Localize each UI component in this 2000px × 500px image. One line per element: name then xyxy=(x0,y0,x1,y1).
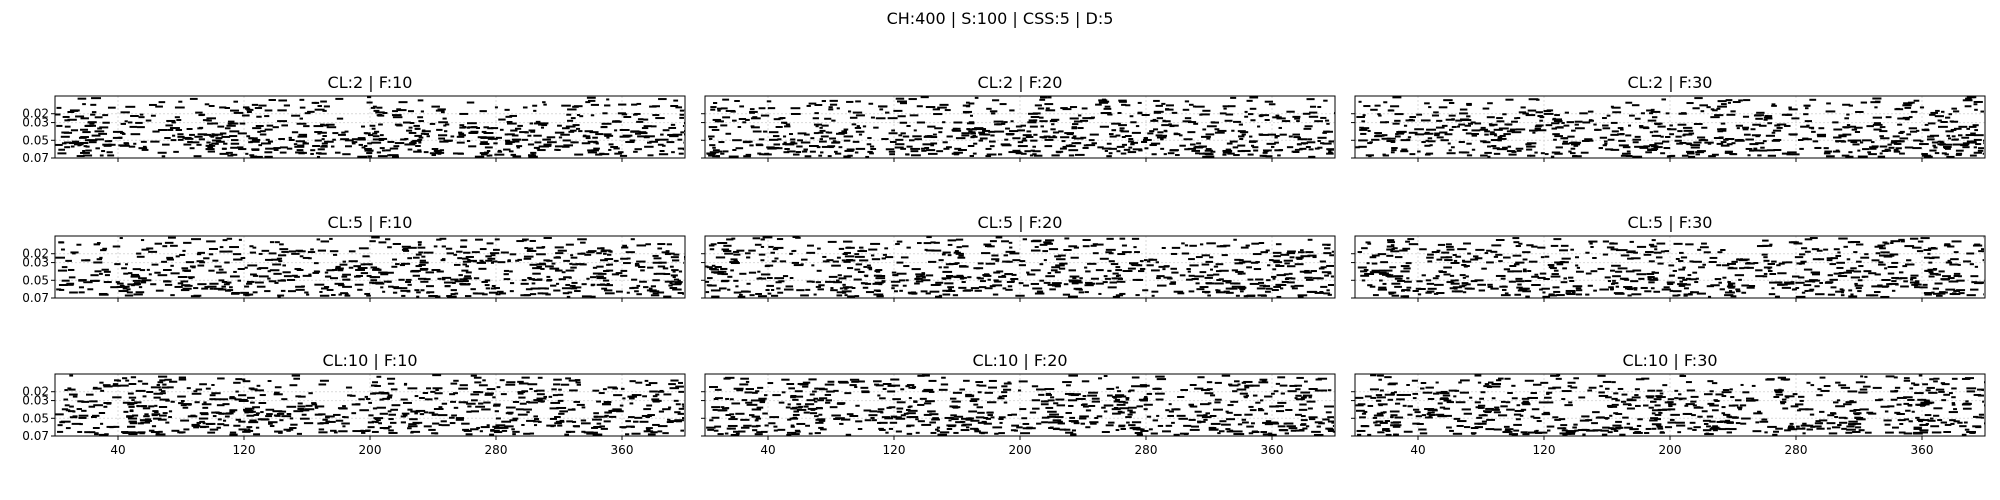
y-tick-label: 0.03 xyxy=(22,116,49,130)
y-tick-label: 0.07 xyxy=(22,291,49,305)
figure-suptitle: CH:400 | S:100 | CSS:5 | D:5 xyxy=(887,9,1114,28)
y-tick-label: 0.05 xyxy=(22,273,49,287)
y-tick-label: 0.03 xyxy=(22,256,49,270)
subplot-title: CL:2 | F:10 xyxy=(328,73,413,92)
subplot-title: CL:2 | F:20 xyxy=(978,73,1063,92)
subplot-title: CL:5 | F:20 xyxy=(978,213,1063,232)
subplot-title: CL:2 | F:30 xyxy=(1628,73,1713,92)
y-tick-label: 0.05 xyxy=(22,133,49,147)
subplot-title: CL:5 | F:30 xyxy=(1628,213,1713,232)
subplot-title: CL:10 | F:10 xyxy=(322,351,417,370)
y-tick-label: 0.07 xyxy=(22,151,49,165)
subplot-title: CL:5 | F:10 xyxy=(328,213,413,232)
